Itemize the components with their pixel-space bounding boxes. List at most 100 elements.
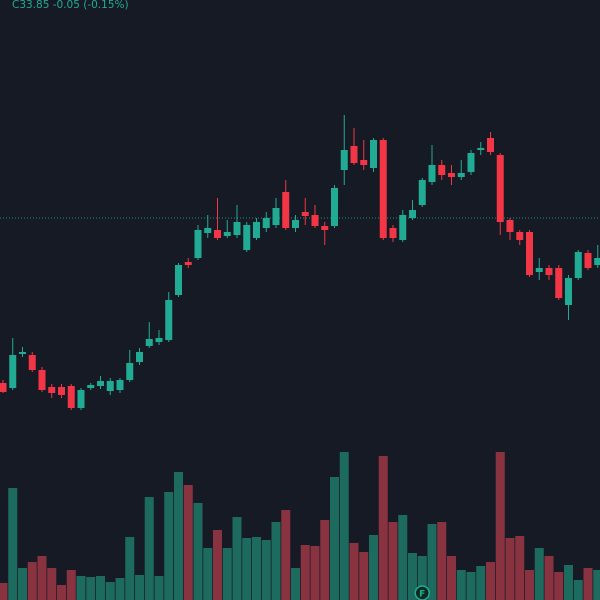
candle-body: [428, 165, 436, 182]
candle-body: [565, 278, 572, 305]
volume-bar: [544, 556, 554, 600]
volume-bar: [193, 503, 203, 600]
volume-bar: [310, 546, 320, 600]
candle-body: [262, 218, 270, 228]
volume-bar: [573, 580, 583, 600]
candle-body: [477, 148, 485, 150]
volume-bar: [593, 570, 600, 600]
volume-bar: [27, 562, 37, 600]
candle-body: [233, 222, 241, 235]
volume-bar: [135, 575, 144, 600]
candle-body: [165, 300, 173, 340]
volume-bar: [378, 456, 388, 600]
volume-bar: [408, 553, 417, 600]
volume-bar: [564, 565, 573, 600]
volume-bar: [398, 515, 408, 600]
volume-bar: [8, 488, 18, 600]
candle-body: [448, 173, 455, 177]
volume-bar: [486, 562, 495, 600]
candle-body: [409, 210, 416, 218]
candle-body: [379, 140, 387, 238]
volume-bar: [534, 548, 544, 600]
candle-body: [584, 253, 592, 268]
candle-body: [506, 220, 514, 232]
volume-bar: [300, 545, 310, 600]
candle-body: [77, 390, 85, 408]
volume-bar: [281, 510, 291, 600]
volume-bar: [125, 537, 135, 600]
candle-body: [487, 138, 494, 152]
candle-body: [58, 387, 65, 395]
volume-bar: [349, 543, 359, 600]
candle-body: [467, 153, 475, 172]
volume-bar: [203, 548, 213, 600]
volume-bar: [495, 452, 505, 600]
volume-bar: [505, 538, 515, 600]
volume-bar: [222, 548, 232, 600]
volume-bar: [66, 570, 76, 600]
candle-body: [97, 381, 104, 386]
candle-body: [87, 385, 95, 388]
candle-body: [28, 355, 36, 370]
volume-bar: [252, 537, 261, 600]
candle-body: [292, 220, 299, 228]
candle-body: [399, 215, 407, 240]
candle-body: [204, 228, 212, 233]
candle-body: [184, 262, 192, 265]
ohlc-legend: C33.85 -0.05 (-0.15%): [12, 0, 129, 11]
volume-bar: [554, 572, 564, 600]
volume-layer: [0, 452, 600, 600]
candle-layer: F: [0, 115, 600, 600]
volume-bar: [0, 583, 8, 600]
volume-bar: [359, 552, 369, 600]
candle-body: [360, 160, 368, 165]
volume-bar: [183, 485, 193, 600]
candle-body: [223, 232, 231, 236]
volume-bar: [525, 570, 534, 600]
volume-bar: [18, 568, 27, 600]
volume-bar: [330, 477, 339, 600]
candle-body: [194, 230, 202, 258]
volume-bar: [144, 497, 154, 600]
volume-bar: [583, 568, 593, 600]
candle-body: [340, 150, 348, 170]
candle-body: [496, 155, 504, 222]
candle-body: [438, 165, 446, 175]
candle-body: [126, 363, 134, 380]
volume-bar: [154, 576, 164, 600]
candle-body: [535, 268, 543, 272]
volume-bar: [57, 585, 66, 600]
volume-bar: [86, 577, 96, 600]
volume-bar: [291, 568, 300, 600]
candle-body: [574, 252, 582, 278]
candle-body: [214, 230, 221, 238]
volume-bar: [242, 538, 252, 600]
candle-body: [331, 188, 338, 226]
candle-body: [457, 173, 465, 177]
candle-body: [106, 381, 114, 391]
candle-body: [253, 222, 260, 238]
candle-body: [418, 180, 426, 205]
candle-body: [311, 215, 319, 226]
candle-body: [155, 338, 163, 342]
volume-bar: [213, 530, 222, 600]
volume-bar: [96, 576, 105, 600]
candle-body: [272, 208, 280, 225]
volume-bar: [115, 578, 125, 600]
volume-bar: [437, 522, 447, 600]
volume-bar: [388, 522, 398, 600]
candle-body: [370, 140, 377, 168]
volume-bar: [339, 452, 349, 600]
candle-body: [48, 387, 56, 393]
candle-body: [526, 232, 533, 275]
volume-bar: [476, 566, 486, 600]
volume-bar: [320, 520, 330, 600]
volume-bar: [369, 535, 378, 600]
candle-body: [67, 386, 75, 408]
volume-bar: [47, 568, 57, 600]
candle-body: [243, 225, 251, 250]
candle-body: [175, 265, 182, 295]
candle-body: [38, 370, 46, 390]
